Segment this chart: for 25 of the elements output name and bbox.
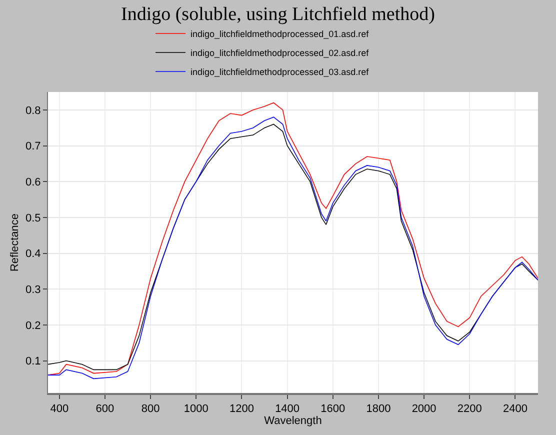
x-tick-label: 600	[96, 403, 114, 416]
y-tick-label: 0.7	[26, 140, 41, 153]
y-tick-label: 0.6	[26, 176, 41, 188]
x-tick-label: 400	[50, 403, 69, 416]
x-tick-label: 1000	[184, 403, 208, 416]
legend-label: indigo_litchfieldmethodprocessed_01.asd.ref	[190, 28, 370, 39]
x-tick-label: 1600	[320, 403, 346, 416]
y-axis-title: Reflectance	[9, 213, 22, 272]
y-tick-label: 0.3	[26, 284, 41, 296]
y-tick-label: 0.2	[26, 320, 41, 332]
chart-title: Indigo (soluble, using Litchfield method)	[121, 4, 435, 25]
x-tick-label: 2000	[412, 403, 436, 416]
x-tick-label: 2200	[457, 403, 482, 416]
y-tick-label: 0.1	[26, 356, 41, 368]
x-tick-label: 1200	[229, 403, 254, 416]
y-tick-label: 0.4	[26, 248, 41, 260]
y-tick-label: 0.8	[26, 104, 41, 117]
legend-label: indigo_litchfieldmethodprocessed_03.asd.ref	[190, 66, 370, 77]
legend-label: indigo_litchfieldmethodprocessed_02.asd.ref	[190, 48, 370, 58]
x-tick-label: 2400	[502, 403, 528, 416]
x-tick-label: 800	[141, 403, 160, 416]
x-axis-title: Wavelength	[264, 415, 322, 428]
y-tick-label: 0.5	[26, 212, 41, 224]
x-tick-label: 1800	[366, 403, 391, 416]
x-tick-label: 1400	[275, 403, 300, 416]
